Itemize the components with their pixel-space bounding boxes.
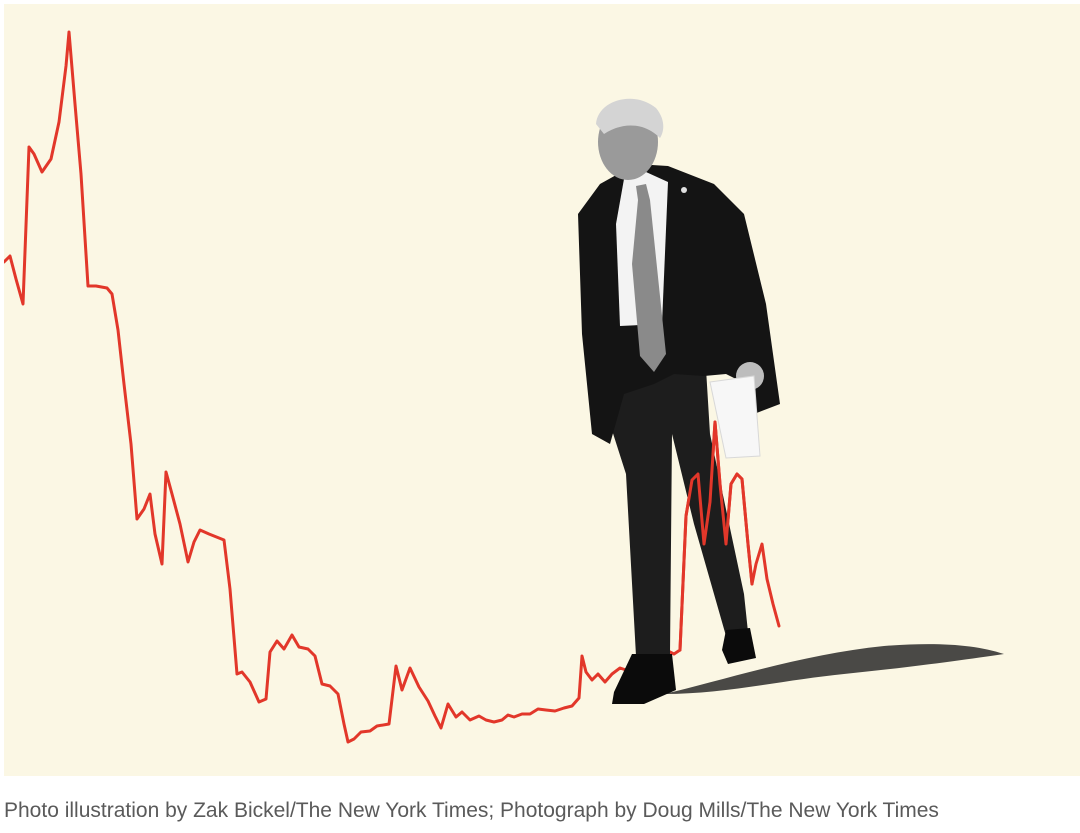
left-shoe [612,654,676,704]
illustration-canvas [4,30,1004,744]
red-trend-line-overlay [678,420,754,652]
red-trend-line [4,30,781,744]
right-shoe [722,628,756,664]
hair-shape [596,98,664,138]
paper-sheet [709,375,761,459]
man-in-suit-walking-figure [578,98,780,704]
lapel-pin [681,187,687,193]
photo-illustration [4,4,1080,776]
trousers-shape [610,334,748,656]
tie-shape [632,184,666,372]
image-caption: Photo illustration by Zak Bickel/The New… [4,799,939,822]
figure-shadow [664,644,1004,694]
